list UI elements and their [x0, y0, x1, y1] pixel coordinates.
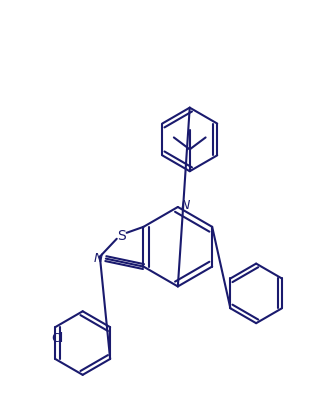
Text: N: N	[181, 199, 190, 212]
Text: Cl: Cl	[51, 331, 63, 344]
Text: N: N	[93, 252, 103, 265]
Text: S: S	[117, 228, 126, 242]
